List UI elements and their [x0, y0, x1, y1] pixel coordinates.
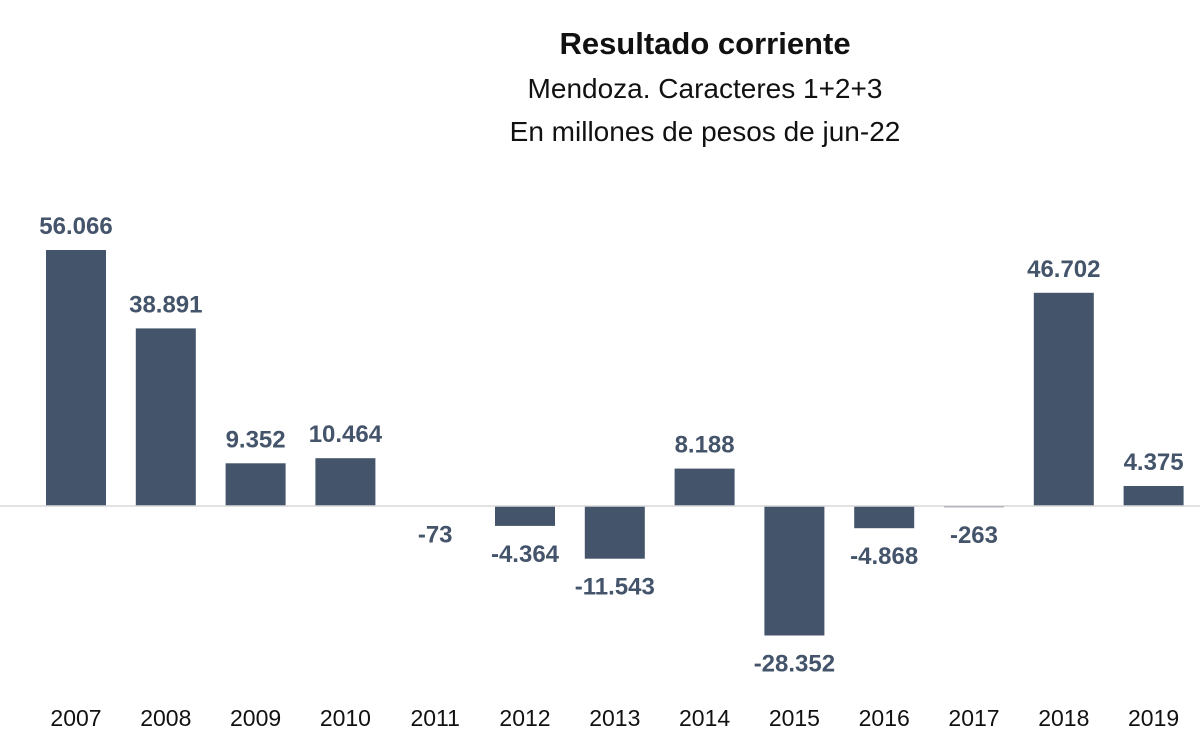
- chart-subtitle-region: Mendoza. Caracteres 1+2+3: [527, 73, 883, 104]
- bar-2016: [854, 506, 915, 529]
- value-label-2015: -28.352: [754, 651, 835, 678]
- bar-2009: [225, 463, 286, 506]
- x-tick-2011: 2011: [410, 705, 459, 731]
- bar-2013: [584, 506, 645, 559]
- chart-subtitle-units: En millones de pesos de jun-22: [509, 116, 901, 147]
- x-tick-2008: 2008: [140, 705, 191, 731]
- value-label-2011: -73: [418, 521, 453, 548]
- x-tick-2016: 2016: [859, 705, 910, 731]
- x-axis-tick-labels: 2007 2008 2009 2010 2011 2012 2013 2014 2015 2016…: [50, 705, 1179, 731]
- bar-2010: [315, 458, 376, 506]
- value-label-2009: 9.352: [226, 426, 286, 453]
- value-label-2019: 4.375: [1124, 449, 1184, 476]
- value-label-2013: -11.543: [575, 574, 655, 601]
- value-label-2008: 38.891: [129, 291, 202, 318]
- chart-title: Resultado corriente: [559, 26, 851, 61]
- value-label-2017: -263: [950, 522, 998, 549]
- value-label-2016: -4.868: [850, 543, 918, 570]
- x-tick-2019: 2019: [1128, 705, 1179, 731]
- x-tick-2014: 2014: [679, 705, 730, 731]
- x-tick-2015: 2015: [769, 705, 820, 731]
- bar-series: [46, 250, 1184, 636]
- x-tick-2010: 2010: [320, 705, 371, 731]
- bar-2015: [764, 506, 825, 636]
- x-tick-2013: 2013: [589, 705, 640, 731]
- value-label-2007: 56.066: [39, 213, 112, 240]
- value-label-2010: 10.464: [309, 421, 383, 448]
- x-tick-2007: 2007: [50, 705, 101, 731]
- bar-2007: [46, 250, 106, 506]
- value-labels: 56.066 38.891 9.352 10.464 -73 -4.364 -11.543 8…: [39, 213, 1183, 678]
- x-tick-2018: 2018: [1038, 705, 1089, 731]
- x-tick-2012: 2012: [499, 705, 550, 731]
- value-label-2012: -4.364: [491, 541, 560, 568]
- bar-2012: [495, 506, 555, 526]
- bar-2019: [1123, 486, 1184, 506]
- value-label-2014: 8.188: [675, 432, 735, 459]
- bar-2014: [674, 468, 735, 506]
- x-tick-2009: 2009: [230, 705, 281, 731]
- bar-2018: [1033, 292, 1094, 506]
- value-label-2018: 46.702: [1027, 256, 1100, 283]
- x-tick-2017: 2017: [948, 705, 999, 731]
- bar-2008: [135, 328, 196, 506]
